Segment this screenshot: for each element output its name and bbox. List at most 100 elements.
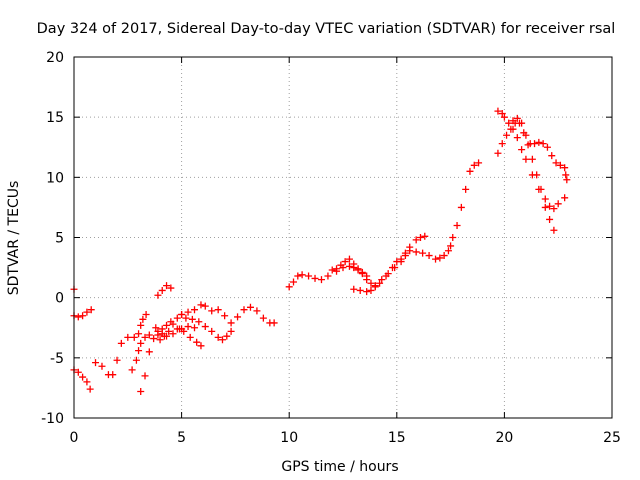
data-point xyxy=(130,333,138,341)
data-point xyxy=(358,270,366,278)
data-point xyxy=(444,247,452,255)
data-point xyxy=(470,161,478,169)
data-point xyxy=(416,234,424,241)
data-point xyxy=(539,140,547,148)
chart-title: Day 324 of 2017, Sidereal Day-to-day VTE… xyxy=(37,21,616,37)
data-point xyxy=(550,226,558,234)
series-arc9 xyxy=(154,325,205,350)
data-point xyxy=(201,302,209,310)
data-point xyxy=(87,306,95,314)
y-tick-label: 5 xyxy=(55,231,64,247)
series-arc4 xyxy=(92,311,150,379)
data-point xyxy=(223,332,231,340)
series-arc10 xyxy=(178,311,235,344)
data-point xyxy=(317,276,325,284)
data-point xyxy=(201,323,209,331)
data-point xyxy=(518,146,526,154)
data-point xyxy=(83,308,91,316)
data-point xyxy=(412,236,420,244)
y-axis-label: SDTVAR / TECUs xyxy=(6,181,22,296)
data-point xyxy=(436,254,444,262)
data-point xyxy=(367,279,375,287)
data-point xyxy=(218,336,226,344)
data-point xyxy=(563,176,571,184)
data-point xyxy=(98,362,106,370)
data-point xyxy=(505,119,513,127)
data-point xyxy=(561,194,569,202)
data-point xyxy=(457,203,465,211)
data-point xyxy=(507,125,515,133)
data-point xyxy=(528,155,536,163)
series-arc13 xyxy=(333,255,371,280)
data-point xyxy=(113,356,121,364)
data-point xyxy=(498,140,506,148)
data-point xyxy=(109,371,117,379)
data-point xyxy=(535,138,543,146)
data-point xyxy=(509,117,517,125)
data-point xyxy=(453,221,461,229)
data-point xyxy=(546,202,554,210)
series-arc18 xyxy=(509,114,571,184)
data-point xyxy=(163,282,171,290)
data-point xyxy=(562,171,570,179)
series-arc16 xyxy=(494,107,558,234)
data-point xyxy=(337,261,345,269)
x-tick-label: 25 xyxy=(603,430,621,446)
data-point xyxy=(406,247,414,255)
data-point xyxy=(154,331,162,339)
data-point xyxy=(156,336,164,344)
data-point xyxy=(345,255,353,263)
data-point xyxy=(466,167,474,175)
data-point xyxy=(227,327,235,335)
data-point xyxy=(518,119,526,127)
data-point xyxy=(305,272,313,280)
series-arc12 xyxy=(285,232,429,291)
data-point xyxy=(367,286,375,294)
data-point xyxy=(376,279,384,287)
data-point xyxy=(158,286,166,294)
data-point xyxy=(214,333,222,341)
y-tick-label: 0 xyxy=(55,291,64,307)
data-point xyxy=(494,149,502,157)
data-point xyxy=(163,332,171,340)
x-tick-label: 20 xyxy=(495,430,513,446)
data-point xyxy=(546,215,554,223)
data-point xyxy=(425,252,433,260)
data-point xyxy=(74,368,82,376)
data-point xyxy=(141,333,149,341)
data-point xyxy=(513,114,521,122)
data-point xyxy=(182,314,190,322)
x-tick-label: 5 xyxy=(177,430,186,446)
data-point xyxy=(543,143,551,151)
data-point xyxy=(180,327,188,335)
data-point xyxy=(550,205,558,213)
data-point xyxy=(186,333,194,341)
data-point xyxy=(391,264,399,272)
data-point xyxy=(311,274,319,282)
data-point xyxy=(354,265,362,273)
data-point xyxy=(124,333,132,341)
data-point xyxy=(500,113,508,121)
data-point xyxy=(117,339,125,347)
data-point xyxy=(421,232,429,240)
data-point xyxy=(561,164,569,172)
data-point xyxy=(167,284,175,292)
data-point xyxy=(447,242,455,250)
data-point xyxy=(154,291,162,299)
data-point xyxy=(285,283,293,291)
data-point xyxy=(137,339,145,347)
data-point xyxy=(541,195,549,203)
data-point xyxy=(163,321,171,329)
data-point xyxy=(169,330,177,338)
data-point xyxy=(184,323,192,331)
y-tick-label: -5 xyxy=(50,351,64,367)
data-point xyxy=(440,252,448,260)
x-tick-label: 15 xyxy=(388,430,406,446)
data-point xyxy=(234,313,242,321)
data-point xyxy=(419,249,427,257)
data-point xyxy=(503,131,511,139)
data-point xyxy=(240,306,248,314)
y-tick-label: 20 xyxy=(46,50,64,66)
data-point xyxy=(214,306,222,314)
data-point xyxy=(290,278,298,286)
